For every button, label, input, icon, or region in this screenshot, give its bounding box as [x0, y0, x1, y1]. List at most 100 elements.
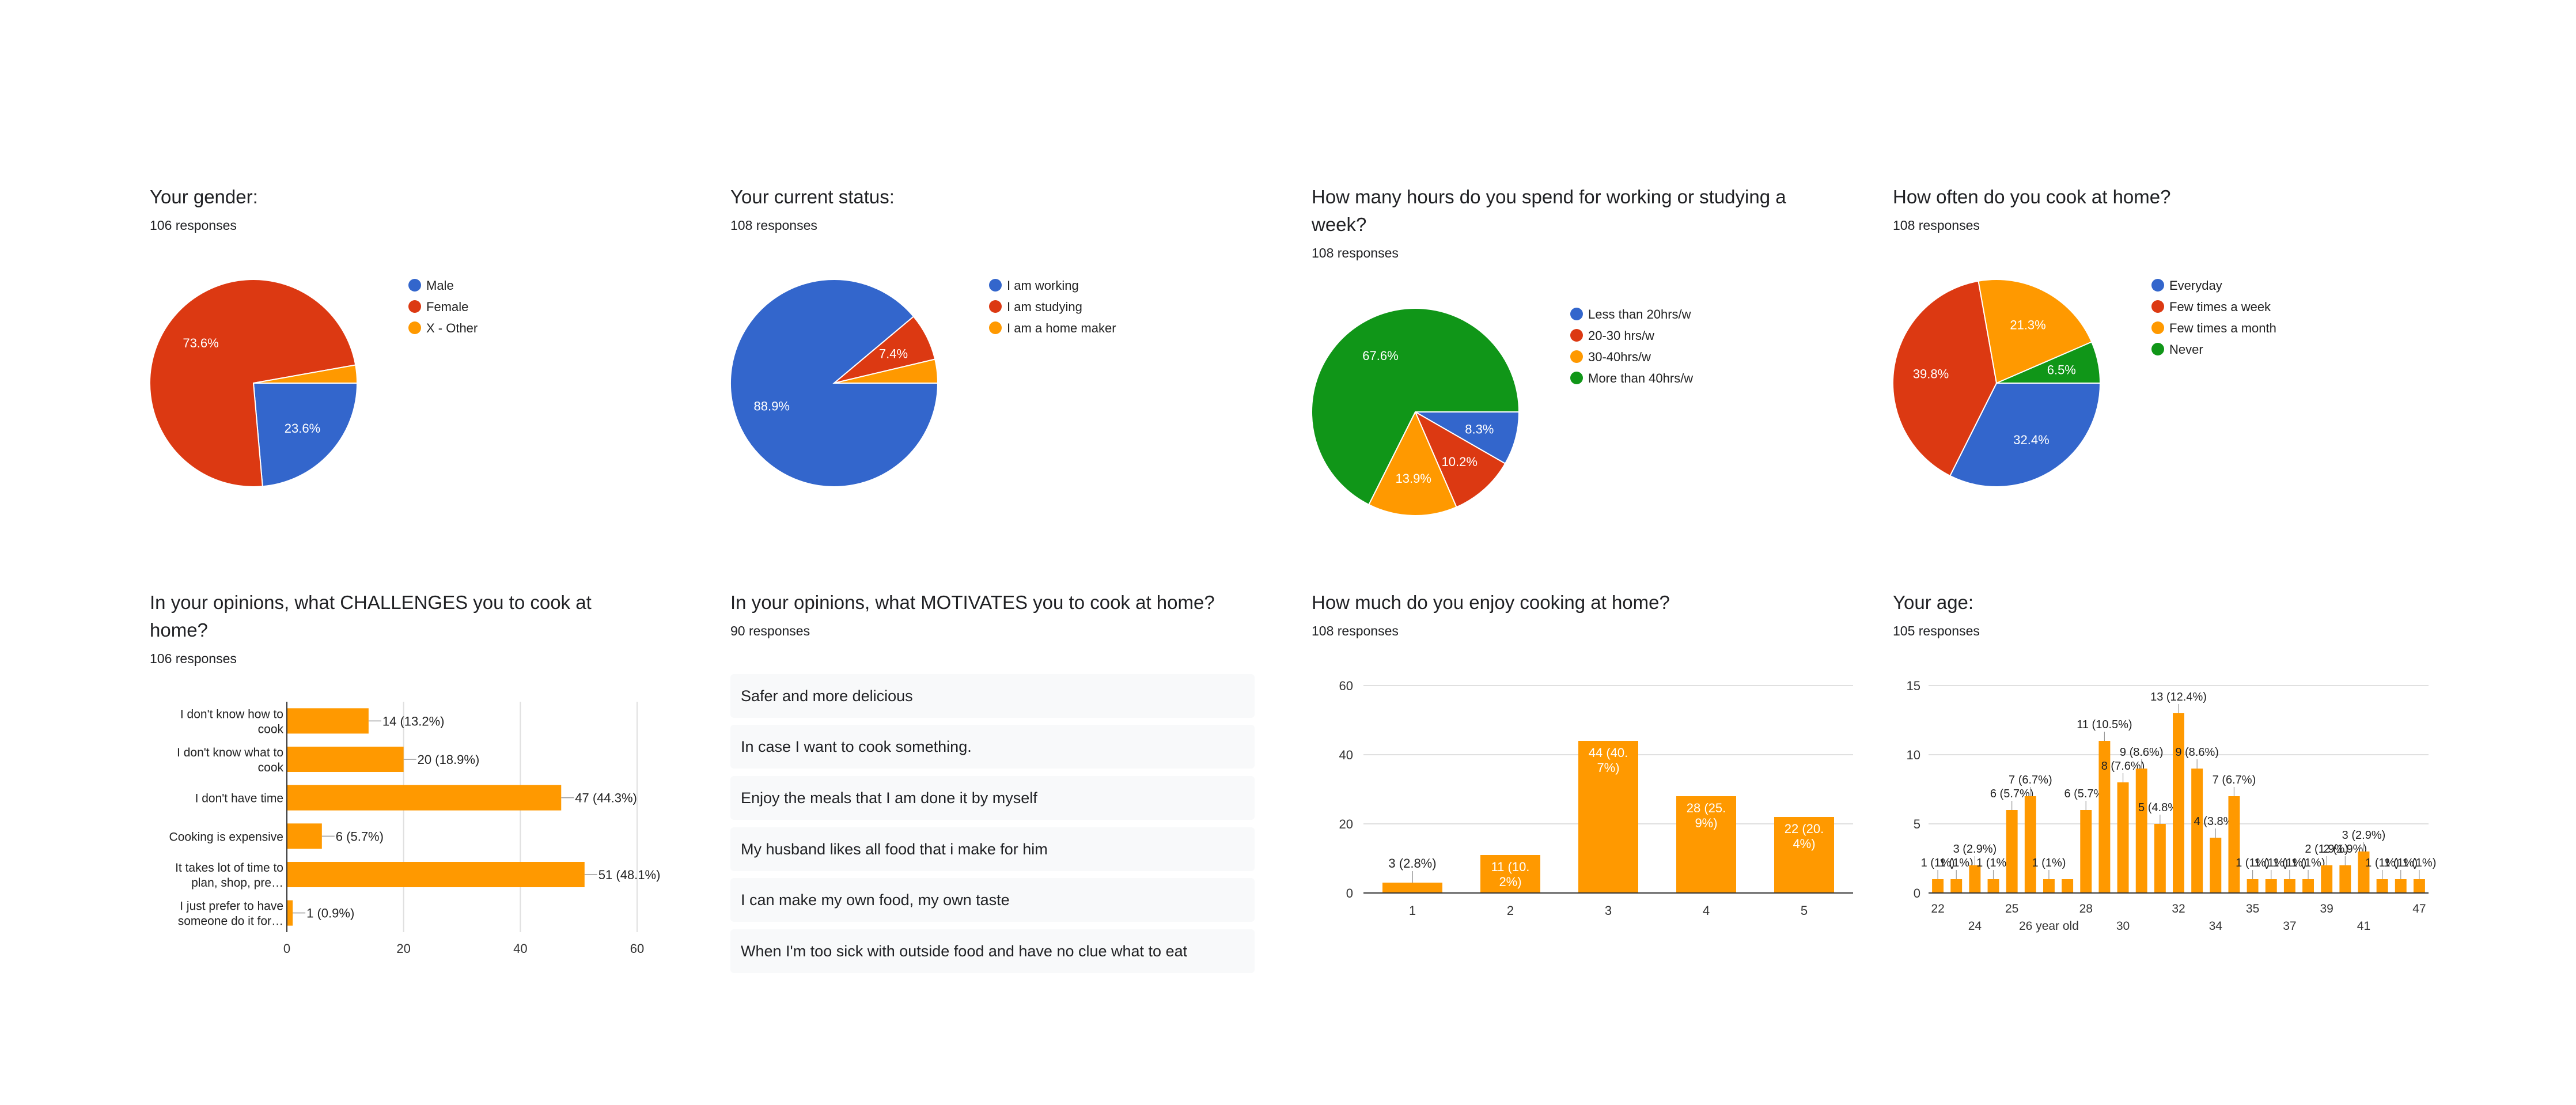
data-label: 1 (1%) — [1976, 857, 2010, 869]
pie-slice — [1996, 341, 2101, 384]
bar — [287, 823, 322, 849]
category-label: I don't have time — [195, 792, 283, 805]
legend-marker — [408, 300, 421, 313]
x-tick-label: 28 — [2079, 902, 2093, 915]
y-tick-label: 60 — [1339, 679, 1353, 693]
bar — [287, 862, 585, 887]
legend-marker — [1570, 372, 1583, 384]
data-label: 11 (10.5%) — [2077, 718, 2132, 731]
data-label: 47 (44.3%) — [575, 791, 637, 805]
pie-slice — [1893, 280, 1998, 477]
bar — [1950, 879, 1963, 893]
category-label: someone do it for… — [178, 915, 283, 928]
legend-marker — [2151, 300, 2164, 313]
data-label: 11 (10. — [1491, 860, 1530, 874]
enjoy-responses: 108 responses — [1312, 623, 1399, 638]
legend-label: Less than 20hrs/w — [1588, 307, 1691, 321]
bar — [2358, 852, 2370, 893]
enjoy-title: How much do you enjoy cooking at home? — [1312, 592, 1670, 613]
legend-label: 30-40hrs/w — [1588, 350, 1651, 364]
list-item: Safer and more delicious — [730, 674, 1255, 718]
pie-slice — [1978, 279, 2093, 384]
legend-label: I am working — [1007, 278, 1079, 293]
x-tick-label: 5 — [1801, 903, 1808, 918]
bar — [287, 708, 369, 734]
legend-label: Few times a month — [2169, 321, 2276, 335]
data-label: 9 (8.6%) — [2120, 746, 2164, 759]
legend-marker — [989, 300, 1002, 313]
bar — [1676, 796, 1736, 893]
bar — [287, 900, 293, 926]
bar — [1480, 855, 1540, 893]
data-label: 1 (1%) — [2291, 857, 2325, 869]
y-tick-label: 5 — [1914, 817, 1920, 831]
data-label: 1 (1%) — [2236, 857, 2270, 869]
pie-slice — [1367, 410, 1457, 516]
data-label: 1 (1%) — [2384, 857, 2418, 869]
slice-label: 10.2% — [1442, 455, 1478, 469]
data-label: 1 (1%) — [1921, 857, 1955, 869]
data-label: 1 (1%) — [1939, 857, 1973, 869]
cook-pie-chart: 32.4% 39.8% 21.3% 6.5% Everyday Few times a w… — [1893, 278, 2276, 487]
bar — [2117, 782, 2129, 893]
bar — [2006, 810, 2018, 893]
category-label: cook — [258, 722, 284, 736]
y-tick-label: 20 — [1339, 817, 1353, 831]
slice-label: 23.6% — [285, 421, 320, 436]
legend-label: Few times a week — [2169, 300, 2271, 314]
x-tick-label: 0 — [283, 941, 290, 956]
legend-marker — [408, 279, 421, 292]
y-tick-label: 40 — [1339, 748, 1353, 762]
data-label: 1 (1%) — [2365, 857, 2399, 869]
data-label: 9 (8.6%) — [2175, 746, 2219, 759]
cook-responses: 108 responses — [1893, 218, 1980, 233]
cook-title: How often do you cook at home? — [1893, 186, 2171, 207]
hours-card: How many hours do you spend for working … — [1312, 183, 1790, 261]
data-label: 8 (7.6%) — [2101, 760, 2145, 773]
data-label: 2 (1.9%) — [2324, 843, 2367, 856]
pie-slice — [253, 364, 358, 384]
pie-slice — [1413, 411, 1520, 465]
x-tick-label: 4 — [1703, 903, 1710, 918]
bar — [2321, 865, 2333, 893]
legend-label: 20-30 hrs/w — [1588, 328, 1654, 343]
slice-label: 8.3% — [1465, 422, 1494, 437]
hours-title: How many hours do you spend for working … — [1312, 186, 1786, 235]
bar — [2043, 879, 2055, 893]
pie-slice — [834, 358, 939, 384]
enjoy-card: How much do you enjoy cooking at home? 1… — [1312, 589, 1807, 639]
pie-slice — [252, 383, 358, 487]
category-label: cook — [258, 761, 284, 774]
slice-label: 6.5% — [2047, 363, 2076, 377]
data-label: 1 (1%) — [2254, 857, 2288, 869]
data-label: 28 (25. — [1687, 801, 1726, 815]
y-tick-label: 0 — [1914, 886, 1920, 900]
bar — [2302, 879, 2314, 893]
bar — [2062, 879, 2074, 893]
legend-marker — [989, 321, 1002, 334]
category-label: It takes lot of time to — [175, 861, 283, 875]
legend-label: Male — [426, 278, 454, 293]
bar — [2283, 879, 2295, 893]
slice-label: 21.3% — [2010, 318, 2045, 332]
data-label: 1 (1%) — [2272, 857, 2306, 869]
motivates-responses: 90 responses — [730, 623, 810, 638]
legend-marker — [1570, 308, 1583, 320]
data-label: 4%) — [1793, 837, 1815, 851]
data-label: 3 (2.8%) — [1388, 856, 1436, 871]
legend-marker — [1570, 329, 1583, 342]
list-item: I can make my own food, my own taste — [730, 878, 1255, 922]
y-tick-label: 15 — [1907, 679, 1920, 693]
legend-marker — [2151, 321, 2164, 334]
x-tick-label: 30 — [2116, 919, 2130, 933]
bar — [2154, 824, 2166, 893]
legend-label: Everyday — [2169, 278, 2222, 293]
data-label: 2%) — [1499, 875, 1521, 889]
legend-marker — [408, 321, 421, 334]
bar — [2339, 865, 2351, 893]
x-tick-label: 20 — [396, 941, 410, 956]
bar — [1774, 817, 1834, 893]
data-label: 7 (6.7%) — [2009, 774, 2052, 786]
data-label: 6 (5.7%) — [2064, 788, 2108, 800]
